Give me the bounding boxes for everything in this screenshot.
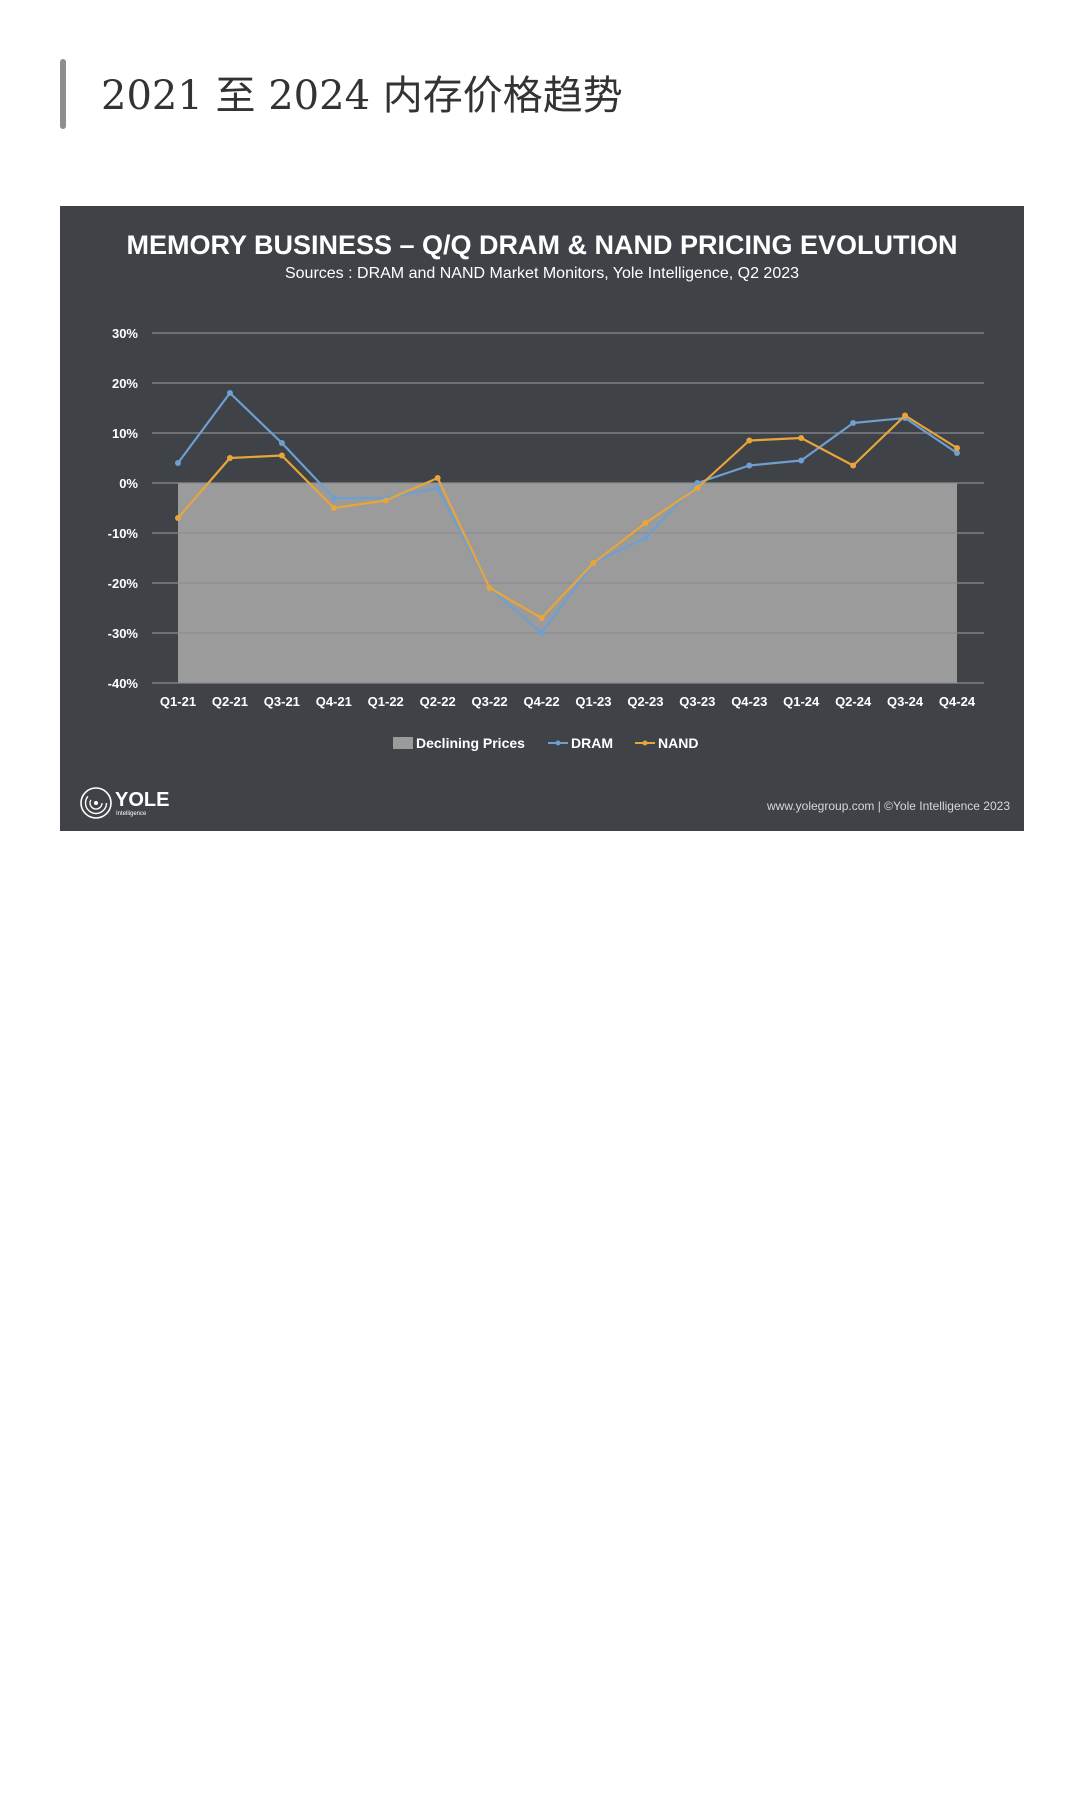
nand-data-point [278,452,285,459]
dram-data-point [226,390,233,396]
logo-tagline: Intelligence [116,811,147,817]
x-tick-label: Q1-22 [368,694,404,709]
dram-data-point [278,440,285,446]
x-tick-label: Q3-21 [264,694,300,709]
nand-data-point [226,455,233,461]
dram-data-point [642,535,649,541]
logo-name: YOLE [115,789,169,811]
nand-data-point [486,585,493,591]
page-title: 2021 至 2024 内存价格趋势 [101,73,623,119]
y-tick-label: 10% [112,426,138,441]
nand-data-point [902,412,909,419]
x-tick-label: Q1-23 [575,694,611,709]
legend-dram-label: DRAM [571,735,613,751]
legend-nand-label: NAND [658,735,698,751]
chart-title: MEMORY BUSINESS – Q/Q DRAM & NAND PRICIN… [126,230,957,260]
nand-series-line [177,414,958,620]
nand-data-point [538,615,545,621]
x-tick-label: Q4-21 [316,694,352,709]
dram-data-point [746,462,753,469]
chart-subtitle: Sources : DRAM and NAND Market Monitors,… [285,265,799,282]
x-tick-label: Q3-23 [679,694,715,709]
y-tick-label: 0% [119,476,138,491]
y-tick-label: -20% [108,576,139,591]
nand-data-point [434,475,441,481]
x-tick-label: Q2-23 [627,694,663,709]
nand-data-point [798,435,805,441]
dram-data-point [175,460,181,466]
y-tick-label: 20% [112,376,138,391]
x-tick-label: Q4-22 [523,694,559,709]
pricing-chart: MEMORY BUSINESS – Q/Q DRAM & NAND PRICIN… [80,230,1010,819]
legend-declining-swatch [393,737,413,749]
y-tick-label: -40% [108,676,139,691]
x-tick-label: Q3-22 [472,694,508,709]
dram-data-point [330,495,337,501]
x-tick-label: Q2-21 [212,694,248,709]
nand-data-point [694,485,701,491]
x-tick-label: Q1-24 [783,694,820,709]
nand-data-point [330,505,337,511]
nand-data-point [382,497,389,504]
dram-data-point [694,480,701,486]
y-tick-label: -30% [108,626,139,641]
yole-logo: YOLE Intelligence [80,787,169,819]
legend-dram-marker [555,740,561,746]
nand-data-point [642,520,649,526]
nand-data-point [175,515,181,521]
chart-image: MEMORY BUSINESS – Q/Q DRAM & NAND PRICIN… [60,206,1024,831]
legend-nand-marker [642,740,648,746]
dram-data-point [954,450,960,456]
nand-data-point [746,437,753,444]
x-tick-label: Q4-24 [939,694,976,709]
x-tick-label: Q2-22 [420,694,456,709]
dram-data-point [798,457,805,464]
heading-accent-bar [60,59,66,129]
dram-series-line [177,391,958,635]
y-tick-label: -10% [108,526,139,541]
x-tick-label: Q4-23 [731,694,767,709]
legend-declining-label: Declining Prices [416,735,525,751]
dram-data-point [850,420,857,426]
x-tick-label: Q1-21 [160,694,196,709]
yole-swirl-logo-icon [80,787,112,819]
nand-data-point [850,462,857,469]
dram-data-point [434,485,441,491]
dram-data-point [538,630,545,636]
copyright-credit: www.yolegroup.com | ©Yole Intelligence 2… [766,799,1010,813]
x-tick-label: Q2-24 [835,694,872,709]
nand-data-point [954,445,960,451]
y-tick-label: 30% [112,326,138,341]
x-tick-label: Q3-24 [887,694,924,709]
nand-data-point [590,560,597,566]
